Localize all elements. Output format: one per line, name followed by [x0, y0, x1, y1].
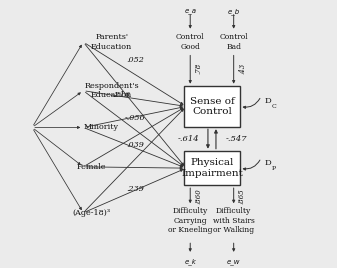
- Text: D: D: [265, 159, 271, 167]
- Text: Parents'
Education: Parents' Education: [91, 34, 132, 51]
- Text: .43: .43: [238, 63, 246, 74]
- Text: -.614: -.614: [178, 135, 200, 143]
- Text: Respondent's
Education: Respondent's Education: [84, 82, 139, 99]
- Text: .78: .78: [194, 63, 203, 74]
- Text: Minority: Minority: [84, 124, 119, 131]
- Text: e_a: e_a: [184, 8, 196, 14]
- Text: .860: .860: [194, 188, 202, 204]
- Text: e_b: e_b: [227, 8, 240, 15]
- Text: .039: .039: [126, 140, 144, 148]
- FancyBboxPatch shape: [184, 86, 240, 127]
- FancyBboxPatch shape: [184, 151, 240, 185]
- Text: .239: .239: [126, 185, 144, 193]
- Text: P: P: [271, 166, 275, 170]
- Text: Difficulty
with Stairs
or Walking: Difficulty with Stairs or Walking: [213, 207, 255, 234]
- Text: D: D: [265, 97, 271, 105]
- Text: Control
Bad: Control Bad: [219, 34, 248, 51]
- Text: Difficulty
Carrying
or Kneeling: Difficulty Carrying or Kneeling: [168, 207, 212, 234]
- Text: e_w: e_w: [227, 259, 240, 265]
- Text: .865: .865: [238, 188, 246, 204]
- Text: (Age-18)³: (Age-18)³: [72, 209, 111, 217]
- Text: Sense of
Control: Sense of Control: [190, 97, 234, 116]
- Text: C: C: [271, 104, 276, 109]
- Text: Control
Good: Control Good: [176, 34, 205, 51]
- Text: -.547: -.547: [225, 135, 247, 143]
- Text: .052: .052: [126, 57, 144, 65]
- Text: .216: .216: [113, 91, 131, 99]
- Text: -.056: -.056: [125, 114, 145, 122]
- Text: Female: Female: [77, 163, 106, 171]
- Text: e_k: e_k: [184, 259, 196, 266]
- Text: Physical
Impairment: Physical Impairment: [181, 158, 243, 178]
